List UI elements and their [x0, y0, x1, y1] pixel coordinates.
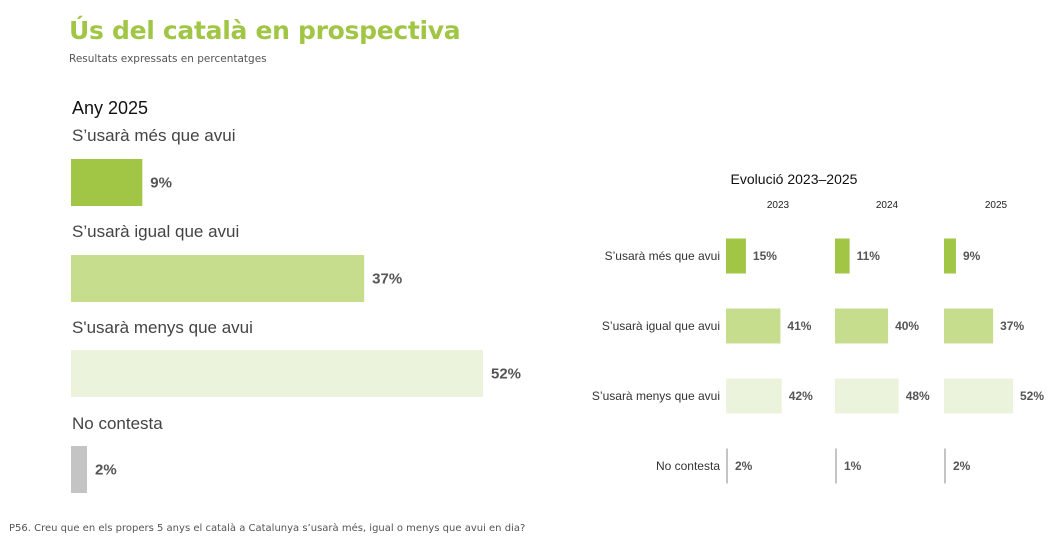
value-label: 52% [1020, 389, 1044, 403]
value-label: 11% [857, 249, 881, 263]
page-subtitle: Resultats expressats en percentatges [69, 53, 267, 65]
row-label: S’usarà menys que avui [592, 389, 720, 403]
year-header: 2025 [985, 200, 1008, 211]
value-label: 9% [150, 175, 172, 192]
value-label: 15% [753, 249, 777, 263]
bar [835, 308, 889, 344]
value-label: 2% [95, 462, 117, 479]
question-footnote: P56. Creu que en els propers 5 anys el c… [9, 523, 526, 534]
bar [71, 255, 365, 302]
bar [71, 446, 87, 493]
year-header: 2024 [876, 200, 899, 211]
bar [835, 238, 850, 274]
bar [944, 378, 1013, 414]
row-label: S’usarà igual que avui [602, 319, 720, 333]
category-label: No contesta [72, 414, 163, 433]
bar [71, 159, 143, 206]
bar [944, 448, 946, 484]
value-label: 41% [787, 319, 811, 333]
right-chart-evolution: Evolució 2023–2025 2023 2024 2025 S’usarà mé… [592, 171, 1044, 484]
category-label: S’usarà més que avui [72, 126, 235, 145]
row-label: S’usarà més que avui [605, 249, 720, 263]
bar [944, 308, 994, 344]
page-title: Ús del català en prospectiva [69, 16, 461, 45]
bar [835, 378, 899, 414]
value-label: 9% [963, 249, 981, 263]
right-chart-title: Evolució 2023–2025 [731, 171, 858, 187]
value-label: 40% [895, 319, 919, 333]
category-label: S’usarà igual que avui [72, 222, 239, 241]
year-header: 2023 [767, 200, 790, 211]
left-chart-title: Any 2025 [72, 98, 148, 118]
value-label: 37% [372, 271, 402, 288]
value-label: 48% [906, 389, 930, 403]
bar [726, 238, 746, 274]
value-label: 37% [1000, 319, 1024, 333]
value-label: 2% [953, 459, 971, 473]
value-label: 52% [491, 366, 521, 383]
bar [835, 448, 837, 484]
bar [944, 238, 956, 274]
left-chart-2025: Any 2025 S’usarà més que avui 9% S’usarà ig… [71, 98, 521, 493]
row-label: No contesta [656, 459, 720, 473]
bar [71, 350, 483, 397]
value-label: 2% [735, 459, 753, 473]
category-label: S'usarà menys que avui [72, 318, 253, 337]
bar [726, 308, 781, 344]
value-label: 42% [789, 389, 813, 403]
bar [726, 448, 728, 484]
bar [726, 378, 782, 414]
value-label: 1% [844, 459, 862, 473]
